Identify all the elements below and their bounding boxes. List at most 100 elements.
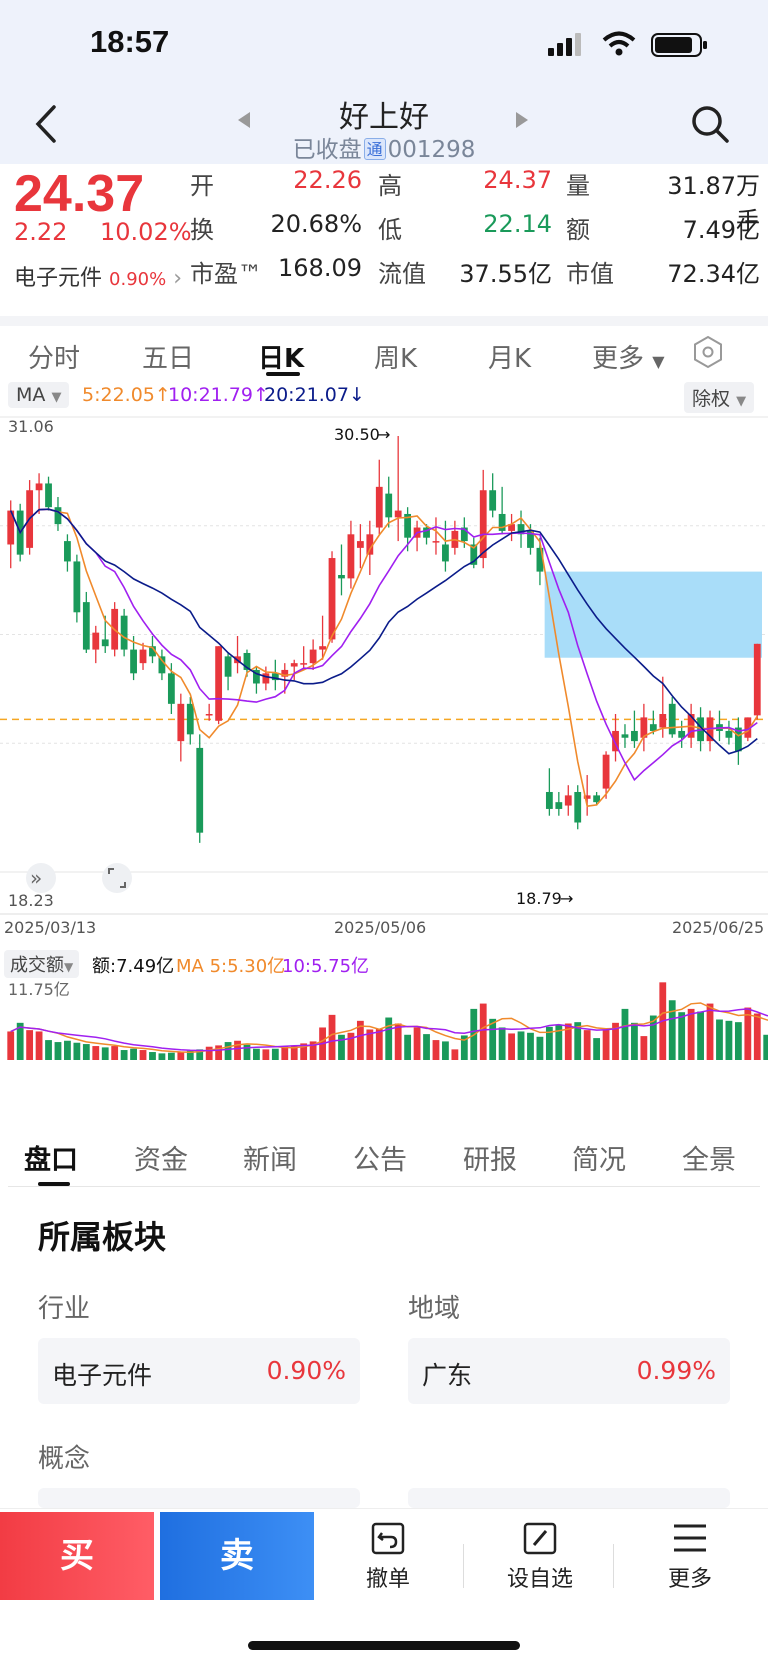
min-annotation: 18.79→ [516, 889, 573, 908]
candle-body [271, 673, 279, 681]
volume-top-label: 11.75亿 [8, 980, 70, 999]
volume-bar [375, 1028, 383, 1060]
industry-card[interactable]: 电子元件 0.90% [38, 1338, 360, 1404]
volume-bar [734, 1022, 742, 1060]
candle-body [460, 527, 468, 542]
volume-bar [394, 1023, 402, 1060]
tab-panorama[interactable]: 全景 [682, 1145, 736, 1176]
candle-body [479, 490, 487, 559]
candle-body [356, 541, 364, 548]
candles [7, 435, 761, 843]
volume-bar [234, 1040, 241, 1060]
sell-button[interactable]: 卖 [160, 1512, 314, 1600]
candle-body [527, 530, 534, 548]
tab-more[interactable]: 更多 ▼ [592, 338, 665, 375]
quote-label: 市盈™ [190, 260, 262, 288]
candle-body [394, 510, 402, 518]
candle-body [64, 541, 71, 562]
candle-body [375, 486, 383, 528]
buy-button[interactable]: 买 [0, 1512, 154, 1600]
volume-selector[interactable]: 成交额▼ [4, 950, 80, 978]
tab-news[interactable]: 新闻 [243, 1145, 297, 1176]
candle-body [167, 673, 175, 704]
concept-card[interactable] [408, 1488, 730, 1508]
volume-bar [177, 1052, 185, 1060]
quote-label: 开 [190, 172, 214, 200]
volume-bar [45, 1040, 52, 1060]
tab-five-day[interactable]: 五日 [142, 344, 195, 374]
candle-body [640, 717, 648, 738]
volume-bar [281, 1046, 289, 1060]
candle-body [319, 646, 326, 650]
tab-monthly-k[interactable]: 月K [488, 344, 532, 374]
candle-body [574, 791, 582, 823]
tab-research[interactable]: 研报 [463, 1145, 517, 1176]
adjust-selector[interactable]: 除权 ▼ [684, 382, 755, 413]
volume-bar [196, 1049, 204, 1060]
quote-value: 24.37 [483, 166, 552, 194]
tab-announcements[interactable]: 公告 [353, 1145, 407, 1176]
more-button[interactable]: 更多 [630, 1521, 750, 1593]
quote-label: 流值 [378, 260, 426, 288]
expand-left-button[interactable]: » [26, 863, 56, 893]
tab-daily-k[interactable]: 日K [258, 344, 305, 374]
candle-body [158, 656, 166, 674]
concept-card[interactable] [38, 1488, 360, 1508]
industry-name: 电子元件 [52, 1361, 153, 1390]
candle-body [621, 734, 629, 738]
volume-bar [432, 1040, 440, 1060]
prev-stock-icon[interactable] [236, 110, 252, 130]
candle-body [338, 574, 345, 579]
next-stock-icon[interactable] [514, 110, 530, 130]
search-icon[interactable] [690, 104, 730, 144]
volume-bar [158, 1053, 166, 1060]
volume-chart[interactable]: 11.75亿 [0, 976, 768, 1124]
candle-body [281, 669, 289, 677]
volume-bar [498, 1027, 506, 1060]
candle-body [366, 534, 374, 555]
candle-body [470, 544, 478, 565]
volume-bar [423, 1034, 430, 1060]
volume-bar [16, 1022, 24, 1060]
quote-label: 额 [566, 216, 590, 244]
candle-body [300, 663, 308, 665]
back-icon[interactable] [32, 104, 60, 144]
candle-body [149, 646, 156, 657]
candlestick-chart[interactable]: 31.06 18.23 30.50→ 18.79→ » 2025/03/13 2… [0, 412, 768, 940]
fullscreen-button[interactable] [102, 863, 132, 893]
tab-funds[interactable]: 资金 [134, 1145, 188, 1176]
sector-link[interactable]: 电子元件 0.90% › [14, 260, 182, 292]
candle-body [262, 673, 270, 684]
tab-profile[interactable]: 简况 [572, 1145, 626, 1176]
volume-bar [215, 1045, 223, 1060]
tab-order-book[interactable]: 盘口 [24, 1145, 78, 1176]
candle-body [744, 717, 752, 738]
add-watchlist-button[interactable]: 设自选 [480, 1521, 600, 1593]
ma-selector[interactable]: MA ▼ [8, 382, 70, 408]
volume-bar [555, 1025, 563, 1060]
tab-weekly-k[interactable]: 周K [374, 344, 418, 374]
volume-bar [753, 1013, 761, 1060]
y-bottom-label: 18.23 [8, 891, 54, 910]
candle-body [593, 795, 601, 803]
quote-value: 22.26 [293, 166, 362, 194]
candle-body [290, 663, 298, 667]
divider [613, 1544, 614, 1588]
candle-body [631, 730, 638, 742]
chart-grid [0, 416, 768, 873]
quote-value: 72.34亿 [667, 260, 760, 288]
settings-hexagon-icon[interactable] [690, 334, 726, 370]
volume-bar [413, 1027, 421, 1060]
volume-bar [668, 1000, 676, 1060]
volume-bar [451, 1049, 459, 1060]
battery-icon [651, 33, 707, 57]
ma-indicator-row: MA ▼ 5:22.05↑ 10:21.79↑ 20:21.07↓ 除权 ▼ [0, 382, 768, 413]
candle-body [101, 639, 109, 647]
ma5-value: 5:22.05↑ [82, 384, 171, 406]
cancel-order-button[interactable]: 撤单 [328, 1521, 448, 1593]
volume-bar [564, 1023, 572, 1060]
tab-intraday[interactable]: 分时 [28, 344, 81, 374]
last-price: 24.37 [14, 165, 145, 223]
region-card[interactable]: 广东 0.99% [408, 1338, 730, 1404]
active-tab-indicator [266, 372, 300, 376]
